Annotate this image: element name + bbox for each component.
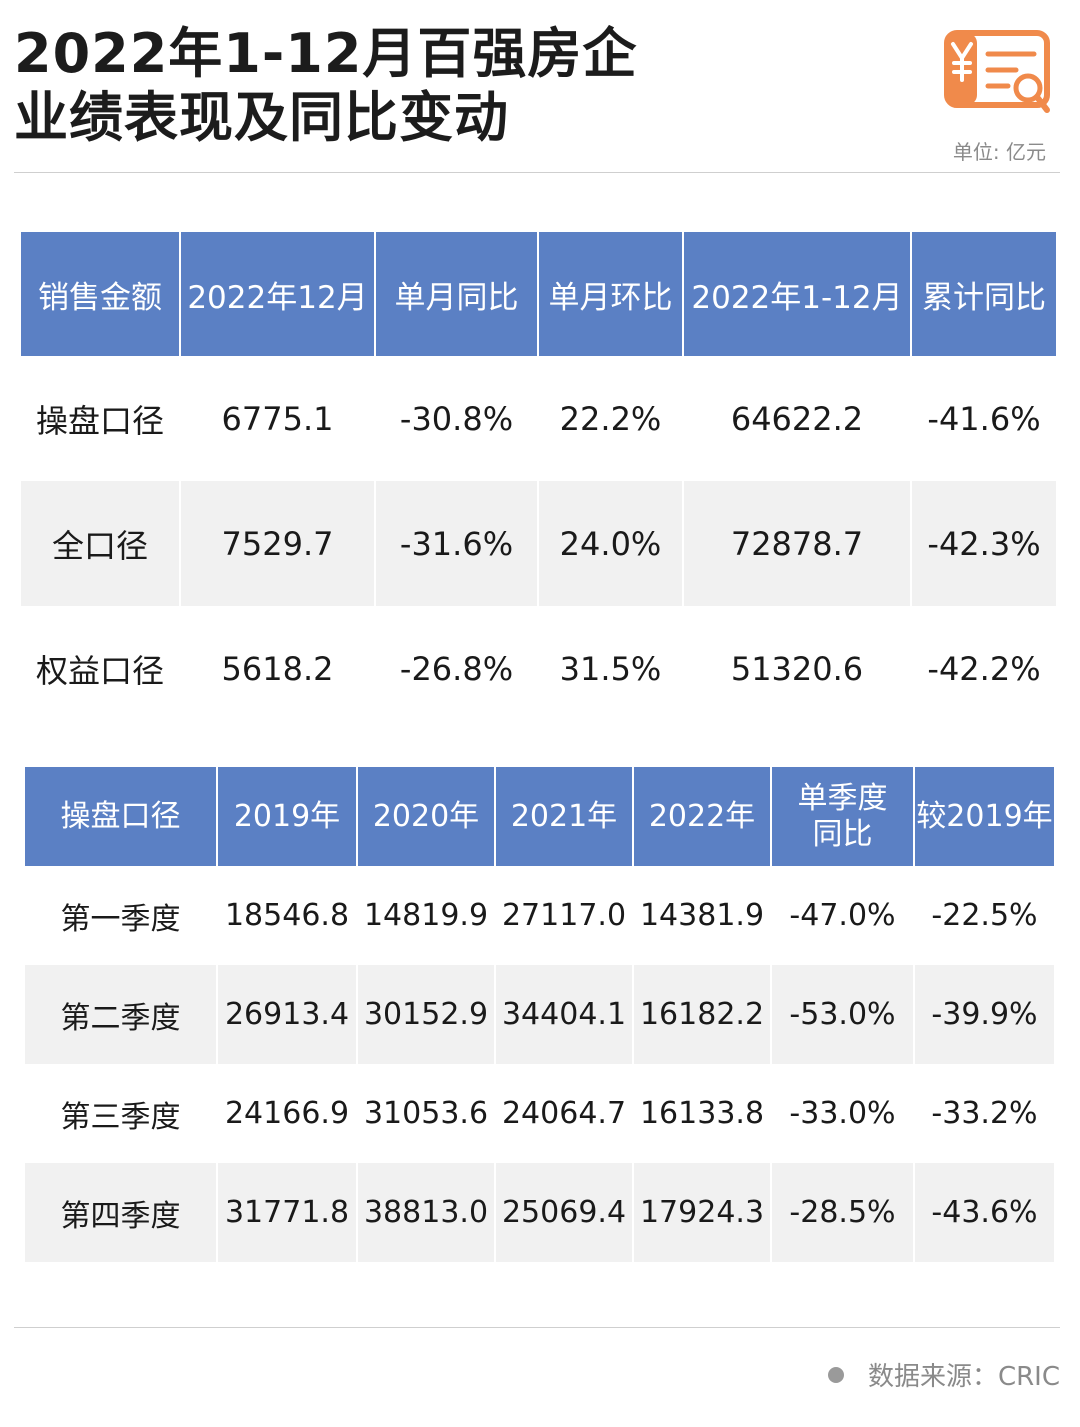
table-row: 第二季度 26913.4 30152.9 34404.1 16182.2 -53… [25,965,1054,1064]
row-label: 第四季度 [25,1163,218,1262]
table-cell: -42.2% [927,649,1041,688]
table-cell: 7529.7 [180,481,376,606]
table-cell: -42.3% [911,481,1056,606]
table-cell: 18546.8 [217,866,358,965]
table-cell: -22.5% [931,898,1038,933]
row-label: 第三季度 [25,1064,218,1163]
bullet-dot-icon [827,1366,844,1383]
table-cell: -53.0% [771,965,915,1064]
table-cell: 22.2% [538,356,684,481]
table-cell: 17924.3 [633,1163,772,1262]
header-cell: 销售金额 [21,232,181,356]
table-cell: 26913.4 [217,965,358,1064]
table-cell: 5618.2 [180,606,376,731]
header-cell: 2022年 [633,767,772,866]
table-row: 第四季度 31771.8 38813.0 25069.4 17924.3 -28… [25,1163,1054,1262]
header-cell: 单季度 同比 [771,767,915,866]
table-cell: -39.9% [914,965,1054,1064]
table-cell: 31053.6 [357,1064,496,1163]
table-cell: 24.0% [538,481,684,606]
table-cell: 72878.7 [683,481,912,606]
table-cell: 14819.9 [357,866,496,965]
header-cell: 单月环比 [538,232,684,356]
row-label: 第一季度 [25,866,218,965]
table-header-row: 操盘口径 2019年 2020年 2021年 2022年 单季度 同比 较201… [25,767,1054,866]
table-cell: -33.0% [771,1064,915,1163]
table-cell: 31.5% [538,606,684,731]
table-row: 第一季度 18546.8 14819.9 27117.0 14381.9 -47… [25,866,1054,965]
table-cell: 27117.0 [495,866,634,965]
table-cell: -28.5% [771,1163,915,1262]
table-row: 操盘口径 6775.1 -30.8% 22.2% 64622.2 -41.6% [21,356,1056,481]
table-row: 第三季度 24166.9 31053.6 24064.7 16133.8 -33… [25,1064,1054,1163]
header-cell: 2022年1-12月 [683,232,912,356]
header-cell: 操盘口径 [25,767,218,866]
header-line: 同比 [812,816,873,852]
table-cell: 31771.8 [217,1163,358,1262]
table-cell: 24166.9 [217,1064,358,1163]
monthly-sales-table: 销售金额 2022年12月 单月同比 单月环比 2022年1-12月 累计同比 … [21,232,1056,731]
table-row: 全口径 7529.7 -31.6% 24.0% 72878.7 -42.3% [21,481,1056,606]
table-cell: 30152.9 [357,965,496,1064]
top-divider [14,172,1060,173]
source-label: 数据来源：CRIC [867,1362,1060,1392]
header-cell: 单月同比 [375,232,539,356]
row-label: 权益口径 [21,606,181,731]
row-label: 操盘口径 [21,356,181,481]
header-cell: 较2019年 [914,767,1054,866]
table-cell: 25069.4 [495,1163,634,1262]
table-cell: 16133.8 [633,1064,772,1163]
quarterly-sales-table: 操盘口径 2019年 2020年 2021年 2022年 单季度 同比 较201… [25,767,1054,1262]
table-cell: -43.6% [914,1163,1054,1262]
table-cell: 14381.9 [633,866,772,965]
header-cell: 2019年 [217,767,358,866]
bottom-divider [14,1327,1060,1328]
table-cell: 51320.6 [683,606,912,731]
table-header-row: 销售金额 2022年12月 单月同比 单月环比 2022年1-12月 累计同比 [21,232,1056,356]
title-line-1: 2022年1-12月百强房企 [14,22,638,85]
page-title: 2022年1-12月百强房企 业绩表现及同比变动 [14,22,637,150]
table-cell: 6775.1 [180,356,376,481]
table-cell: 24064.7 [495,1064,634,1163]
row-label: 第二季度 [25,965,218,1064]
table-cell: 64622.2 [683,356,912,481]
table-row: 权益口径 5618.2 -26.8% 31.5% 51320.6 -42.2% [21,606,1056,731]
unit-label: 单位: 亿元 [952,140,1046,164]
yuan-report-search-icon [944,30,1052,116]
table-cell: -26.8% [375,606,539,731]
header-cell: 2021年 [495,767,634,866]
header-cell: 累计同比 [911,232,1056,356]
table-cell: 16182.2 [633,965,772,1064]
table-cell: 38813.0 [357,1163,496,1262]
table-cell: -33.2% [931,1096,1038,1131]
data-source: 数据来源：CRIC [827,1356,1060,1393]
table-cell: -47.0% [771,866,915,965]
table-cell: -41.6% [927,399,1041,438]
table-cell: 34404.1 [495,965,634,1064]
header-cell: 2022年12月 [180,232,376,356]
header-line: 单季度 [797,780,888,816]
table-cell: -31.6% [375,481,539,606]
row-label: 全口径 [21,481,181,606]
table-cell: -30.8% [375,356,539,481]
header-cell: 2020年 [357,767,496,866]
title-line-2: 业绩表现及同比变动 [14,86,509,149]
